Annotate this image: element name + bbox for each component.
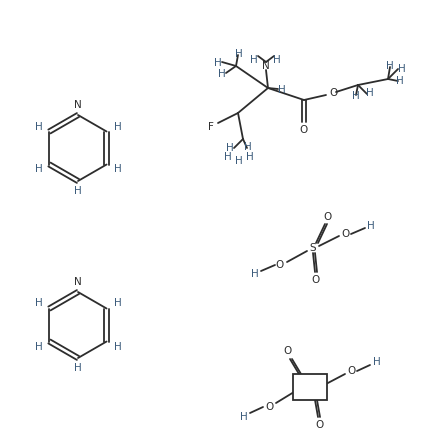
Text: H: H: [240, 412, 248, 422]
Text: H: H: [114, 298, 122, 309]
Text: H: H: [373, 357, 381, 367]
Text: O: O: [300, 125, 308, 135]
Text: N: N: [74, 277, 82, 287]
Text: H: H: [114, 122, 122, 132]
Text: H: H: [114, 164, 122, 175]
Text: H: H: [244, 142, 252, 152]
Text: H: H: [366, 88, 374, 98]
Text: H: H: [367, 221, 375, 231]
Text: O: O: [347, 366, 355, 376]
Text: O: O: [312, 275, 320, 285]
Text: H: H: [386, 61, 394, 71]
Text: O: O: [265, 402, 273, 412]
Text: H: H: [251, 269, 259, 279]
Text: H: H: [273, 55, 281, 65]
Text: H: H: [278, 85, 286, 95]
Text: H: H: [34, 122, 42, 132]
Text: O: O: [342, 229, 350, 239]
Text: N: N: [262, 61, 270, 71]
Text: S: S: [310, 243, 316, 253]
Text: H: H: [235, 49, 243, 59]
Text: H: H: [218, 69, 226, 79]
Text: H: H: [226, 143, 234, 153]
Text: H: H: [34, 342, 42, 351]
Text: H: H: [34, 298, 42, 309]
Text: O: O: [276, 260, 284, 270]
Text: H: H: [224, 152, 232, 162]
Text: H: H: [396, 76, 404, 86]
Text: H: H: [398, 64, 406, 74]
Text: H: H: [250, 55, 258, 65]
Text: H: H: [235, 156, 243, 166]
Text: H: H: [214, 58, 222, 68]
Text: H: H: [74, 186, 82, 196]
Text: N: N: [74, 100, 82, 110]
Text: H: H: [114, 342, 122, 351]
Text: Abs: Abs: [301, 382, 319, 392]
FancyBboxPatch shape: [293, 374, 327, 400]
Text: O: O: [284, 346, 292, 356]
Text: H: H: [74, 363, 82, 373]
Text: H: H: [352, 91, 360, 101]
Text: O: O: [323, 212, 331, 222]
Text: H: H: [34, 164, 42, 175]
Text: O: O: [329, 88, 337, 98]
Text: F: F: [208, 122, 214, 132]
Text: H: H: [246, 152, 254, 162]
Text: O: O: [315, 420, 323, 430]
